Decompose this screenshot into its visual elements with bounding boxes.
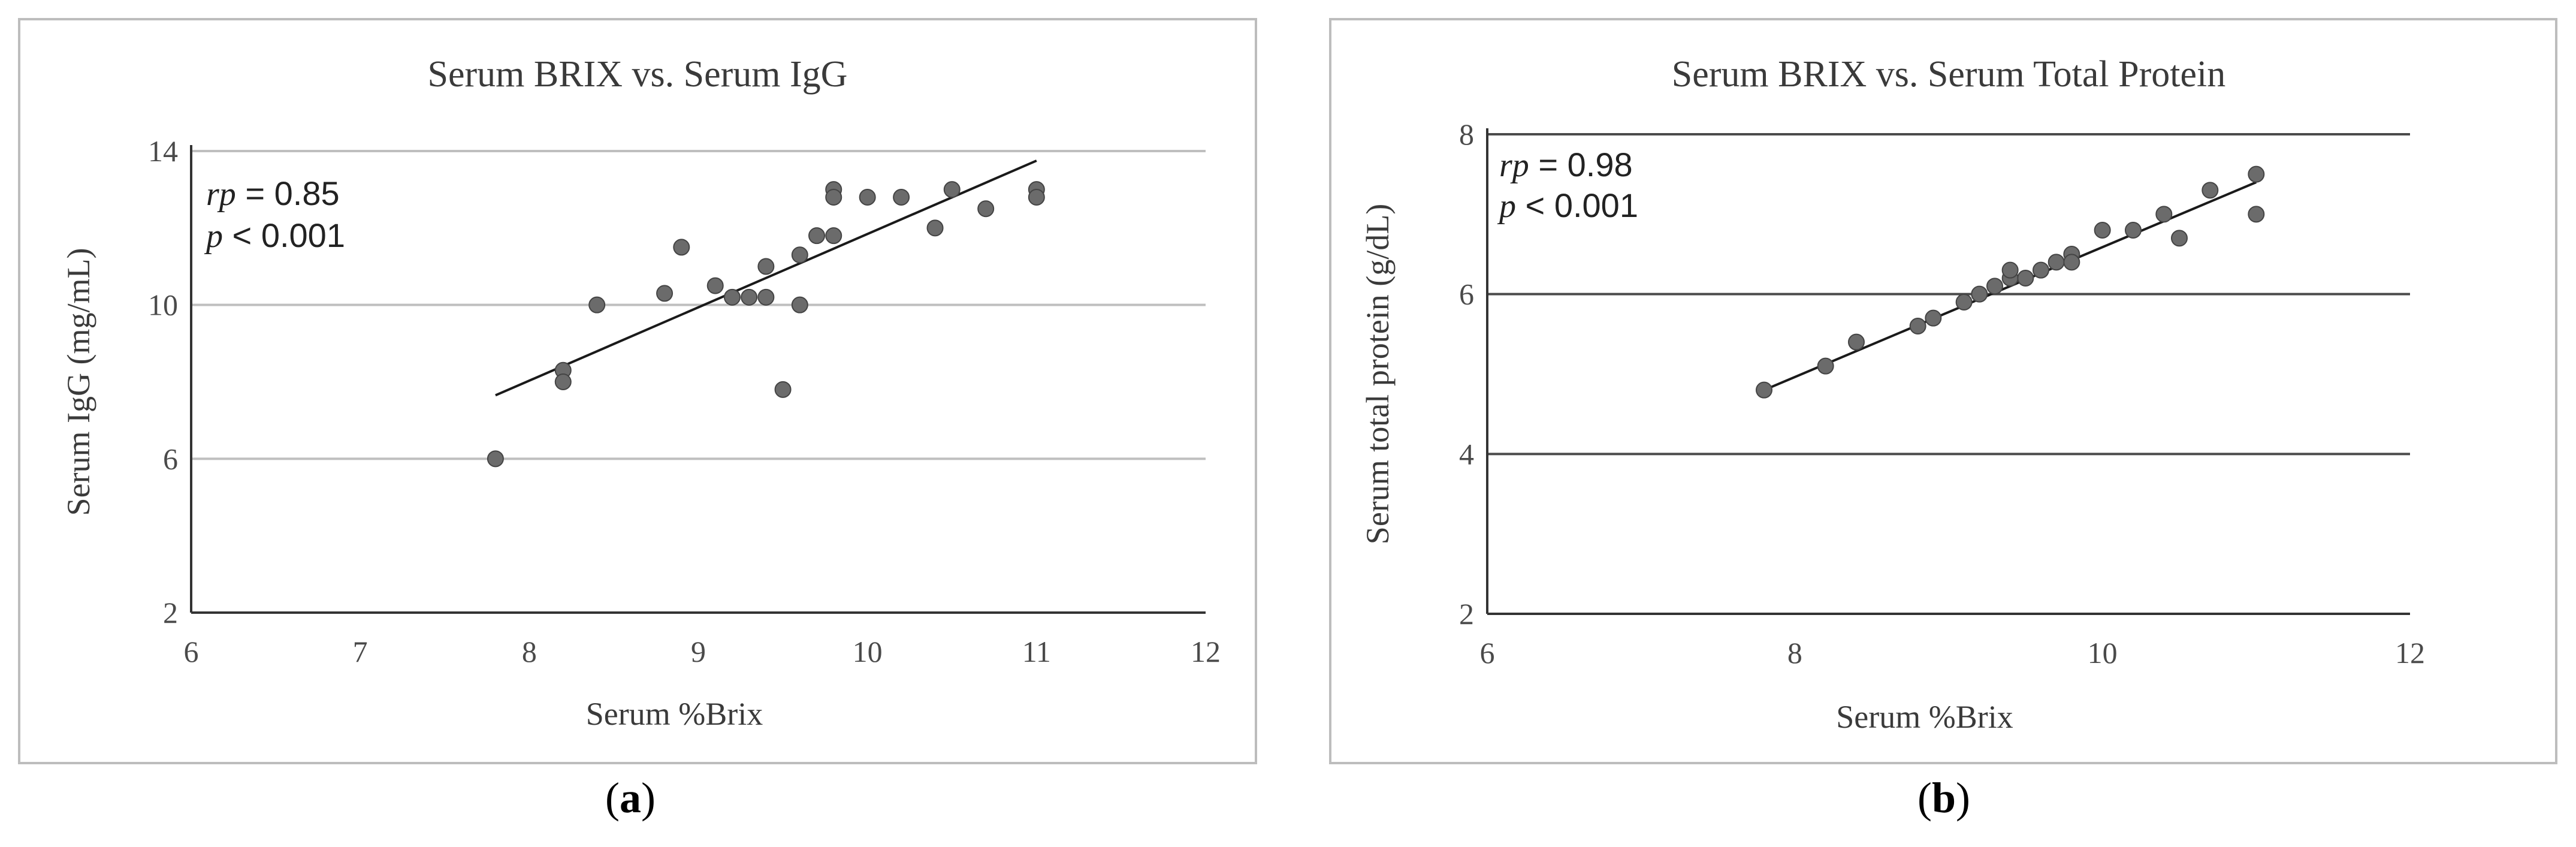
data-point bbox=[554, 373, 572, 390]
x-tick-label: 12 bbox=[2395, 636, 2425, 670]
x-tick-label: 8 bbox=[522, 635, 537, 668]
p-annotation: p < 0.001 bbox=[1497, 186, 1638, 225]
data-point bbox=[2017, 270, 2034, 287]
data-point bbox=[1028, 189, 1045, 206]
x-tick-label: 6 bbox=[1480, 636, 1495, 670]
chart-b-svg: Serum BRIX vs. Serum Total Protein 2 4 6 8 6 8… bbox=[1360, 54, 2425, 735]
data-point bbox=[825, 227, 842, 245]
chart-title: Serum BRIX vs. Serum IgG bbox=[428, 54, 848, 95]
data-point bbox=[723, 288, 741, 306]
data-point bbox=[2171, 230, 2188, 247]
data-point bbox=[977, 200, 995, 218]
data-point bbox=[1925, 309, 1942, 327]
data-point bbox=[791, 296, 808, 314]
data-point bbox=[2125, 222, 2142, 239]
y-tick-label: 10 bbox=[148, 288, 178, 322]
y-tick-label: 6 bbox=[163, 442, 178, 475]
y-axis-title: Serum IgG (mg/mL) bbox=[61, 248, 96, 516]
data-point bbox=[757, 288, 775, 306]
data-point bbox=[1955, 294, 1973, 311]
data-point bbox=[2094, 222, 2111, 239]
y-tick-label: 2 bbox=[163, 596, 178, 629]
rp-annotation: rp = 0.85 bbox=[206, 174, 340, 213]
data-point bbox=[2248, 206, 2265, 223]
p-symbol: p bbox=[1497, 188, 1516, 225]
data-point bbox=[1756, 381, 1772, 399]
rp-symbol: rp bbox=[206, 176, 236, 213]
x-tick-label: 10 bbox=[853, 635, 883, 668]
p-annotation: p < 0.001 bbox=[204, 216, 345, 255]
x-tick-label: 10 bbox=[2088, 636, 2118, 670]
data-point bbox=[2033, 261, 2049, 279]
data-point bbox=[2155, 206, 2173, 223]
data-point bbox=[1848, 333, 1865, 351]
data-point bbox=[1817, 357, 1834, 375]
data-point bbox=[2047, 254, 2065, 271]
x-tick-label: 11 bbox=[1022, 635, 1051, 668]
data-point bbox=[757, 258, 775, 275]
y-axis-title: Serum total protein (g/dL) bbox=[1360, 204, 1396, 544]
p-symbol: p bbox=[204, 218, 223, 255]
y-tick-label: 6 bbox=[1459, 278, 1474, 311]
data-point bbox=[706, 277, 724, 294]
data-point bbox=[859, 189, 876, 206]
p-value: < 0.001 bbox=[223, 216, 345, 254]
y-tick-label: 14 bbox=[148, 134, 178, 168]
data-point bbox=[588, 296, 606, 314]
rp-value: = 0.85 bbox=[236, 174, 340, 212]
data-point bbox=[1986, 278, 2003, 295]
x-tick-label: 6 bbox=[184, 635, 199, 668]
x-tick-label: 7 bbox=[353, 635, 368, 668]
x-tick-label: 12 bbox=[1191, 635, 1221, 668]
x-tick-label: 8 bbox=[1787, 636, 1802, 670]
data-point bbox=[926, 219, 944, 237]
data-point bbox=[1971, 285, 1988, 303]
data-point bbox=[656, 285, 674, 302]
data-point bbox=[487, 450, 504, 468]
data-point bbox=[774, 381, 792, 398]
chart-title: Serum BRIX vs. Serum Total Protein bbox=[1672, 54, 2226, 95]
data-point bbox=[1909, 318, 1926, 334]
subfigure-label-b: (b) bbox=[1917, 774, 1971, 822]
rp-annotation: rp = 0.98 bbox=[1499, 146, 1633, 184]
data-point bbox=[791, 246, 808, 264]
y-tick-label: 4 bbox=[1459, 437, 1474, 471]
data-point bbox=[673, 239, 690, 256]
data-point bbox=[943, 181, 961, 198]
chart-panel-b: Serum BRIX vs. Serum Total Protein 2 4 6 8 6 8… bbox=[1329, 18, 2557, 764]
data-point bbox=[2248, 165, 2265, 183]
p-value: < 0.001 bbox=[1516, 186, 1638, 224]
chart-panel-a: Serum BRIX vs. Serum IgG 2 6 10 14 6 7 8 9 10 11 12… bbox=[18, 18, 1257, 764]
y-tick-label: 2 bbox=[1459, 597, 1474, 631]
y-tick-label: 8 bbox=[1459, 117, 1474, 151]
data-point bbox=[2201, 182, 2219, 199]
x-axis-title: Serum %Brix bbox=[586, 696, 763, 732]
subfigure-label-a: (a) bbox=[605, 774, 656, 822]
data-point bbox=[2001, 261, 2019, 279]
data-point bbox=[825, 189, 842, 206]
x-axis-title: Serum %Brix bbox=[1836, 699, 2013, 735]
data-point bbox=[893, 189, 910, 206]
trendline bbox=[495, 159, 1037, 397]
rp-value: = 0.98 bbox=[1529, 146, 1633, 183]
data-point bbox=[808, 227, 826, 245]
rp-symbol: rp bbox=[1499, 147, 1529, 184]
x-tick-label: 9 bbox=[691, 635, 706, 668]
data-point bbox=[2063, 254, 2080, 271]
data-point bbox=[741, 288, 758, 306]
